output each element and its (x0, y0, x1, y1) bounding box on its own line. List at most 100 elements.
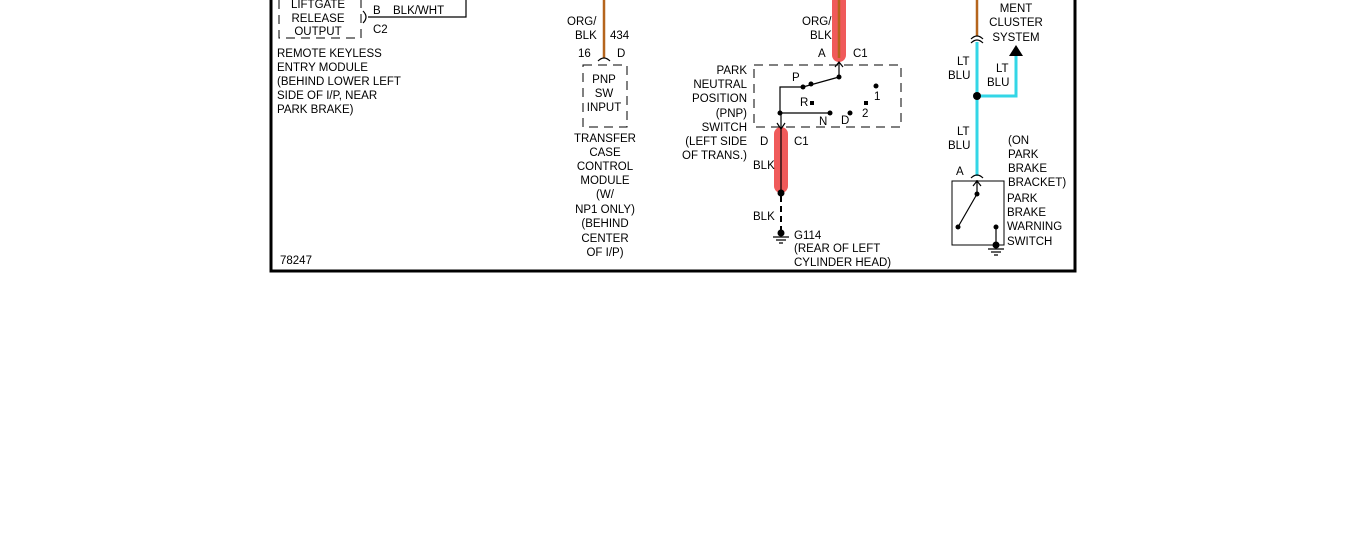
ground-icon (773, 229, 789, 244)
connector-symbol (970, 35, 984, 44)
switch-name-line: PARK (717, 65, 748, 77)
splice-dot (777, 189, 785, 197)
wire-color-label: LT (996, 63, 1009, 75)
wire-color-label: LT (957, 56, 970, 68)
module-name-line: CASE (589, 147, 621, 159)
connector-d: D (617, 48, 625, 60)
pnp-switch-box (753, 64, 902, 128)
contact-dot (847, 110, 853, 116)
pin-a: A (956, 166, 964, 178)
label-liftgate: LIFTGATE (291, 0, 345, 11)
switch-name-line: BRAKE (1007, 207, 1046, 219)
switch-name-line: (PNP) (716, 108, 747, 120)
ground-location: CYLINDER HEAD) (794, 257, 891, 269)
wire-color-label: BLU (948, 140, 970, 152)
switch-name-line: NEUTRAL (693, 79, 747, 91)
cluster-label: MENT (1000, 3, 1033, 15)
position-d: D (841, 115, 849, 127)
park-neutral-position-switch: ORG/ BLK A C1 PARK NEUTRAL POSITION (PNP… (682, 0, 902, 269)
connector-c2-symbol (362, 10, 367, 24)
input-label: PNP (592, 74, 616, 86)
contact-square (864, 101, 868, 105)
ground-label: G114 (794, 230, 822, 242)
input-label: SW (595, 88, 614, 100)
arrow-icon (776, 113, 786, 190)
park-brake-switch-box (951, 180, 1005, 246)
ground-icon (988, 241, 1004, 256)
wire-color-label: BLK (575, 30, 597, 42)
switch-name-line: (LEFT SIDE (685, 136, 747, 148)
diagram-id: 78247 (280, 255, 312, 267)
wire-lt-blu-branch (980, 56, 1018, 98)
switch-name-line: POSITION (692, 93, 747, 105)
switch-contact-line (779, 76, 840, 114)
switch-name-line: OF TRANS.) (682, 150, 747, 162)
module-name-line: CONTROL (577, 161, 634, 173)
module-name-line: (W/ (596, 189, 615, 201)
ground-location: (REAR OF LEFT (794, 243, 880, 255)
switch-name-line: SWITCH (702, 122, 747, 134)
module-name-line: NP1 ONLY) (575, 204, 635, 216)
wire-color-label: ORG/ (802, 16, 832, 28)
circuit-number: 434 (610, 30, 630, 42)
location-label: PARK (1008, 149, 1039, 161)
connector-c1: C1 (853, 48, 868, 60)
pin-a: A (818, 48, 826, 60)
module-name-line: OF I/P) (586, 247, 623, 259)
wire-color-label: BLU (948, 70, 970, 82)
module-name-line: (BEHIND (581, 218, 628, 230)
module-name-line: (BEHIND LOWER LEFT (277, 76, 401, 88)
module-name-line: ENTRY MODULE (277, 62, 368, 74)
contact-dot (873, 83, 879, 89)
pin-16: 16 (578, 48, 591, 60)
remote-keyless-entry-module: LIFTGATE RELEASE OUTPUT B BLK/WHT C2 REM… (277, 0, 467, 116)
wire-color-label: BLK (753, 211, 775, 223)
location-label: (ON (1008, 135, 1029, 147)
splice-dot (973, 92, 981, 100)
location-label: BRACKET) (1008, 177, 1066, 189)
arrow-up-icon (1009, 45, 1023, 56)
switch-name-line: SWITCH (1007, 236, 1052, 248)
contact-dot (800, 84, 806, 90)
connector-symbol (597, 57, 611, 62)
module-name-line: CENTER (581, 233, 628, 245)
diagram-frame (269, 0, 1077, 273)
wire-color-label: BLK (753, 160, 775, 172)
wire-blk-wht (368, 0, 467, 18)
module-name-line: MODULE (580, 175, 630, 187)
module-name-line: REMOTE KEYLESS (277, 48, 382, 60)
cluster-label: SYSTEM (992, 32, 1039, 44)
position-p: P (792, 72, 800, 84)
location-label: BRAKE (1008, 163, 1047, 175)
park-brake-warning-circuit: MENT CLUSTER SYSTEM LT BLU LT BLU LT BLU… (948, 0, 1066, 256)
contact-dot (808, 81, 814, 87)
module-name-line: TRANSFER (574, 133, 636, 145)
connector-c2-label: C2 (373, 24, 388, 36)
contact-dot (955, 224, 961, 230)
contact-dot (974, 191, 980, 197)
contact-square (810, 101, 814, 105)
cluster-label: CLUSTER (989, 17, 1043, 29)
position-2: 2 (862, 108, 868, 120)
transfer-case-control-module: ORG/ BLK 434 16 D PNP SW INPUT TRANSFER … (567, 0, 636, 259)
wire-color-label: BLU (987, 77, 1009, 89)
wire-color-label: ORG/ (567, 16, 597, 28)
position-n: N (819, 116, 827, 128)
pin-b: B (373, 5, 381, 17)
position-1: 1 (874, 91, 880, 103)
connector-symbol (970, 174, 984, 179)
switch-name-line: WARNING (1007, 221, 1062, 233)
connector-c1: C1 (794, 136, 809, 148)
wire-color-label: BLK (810, 30, 832, 42)
label-release: RELEASE (291, 13, 344, 25)
label-output: OUTPUT (294, 26, 341, 38)
contact-dot (827, 110, 833, 116)
pnp-sw-input-box (582, 64, 628, 128)
module-name-line: PARK BRAKE) (277, 104, 354, 116)
wire-color-label: LT (957, 126, 970, 138)
contact-dot (777, 110, 783, 116)
switch-name-line: PARK (1007, 193, 1038, 205)
position-r: R (800, 97, 808, 109)
wire-label-blk-wht: BLK/WHT (393, 5, 444, 17)
contact-dot (836, 74, 842, 80)
